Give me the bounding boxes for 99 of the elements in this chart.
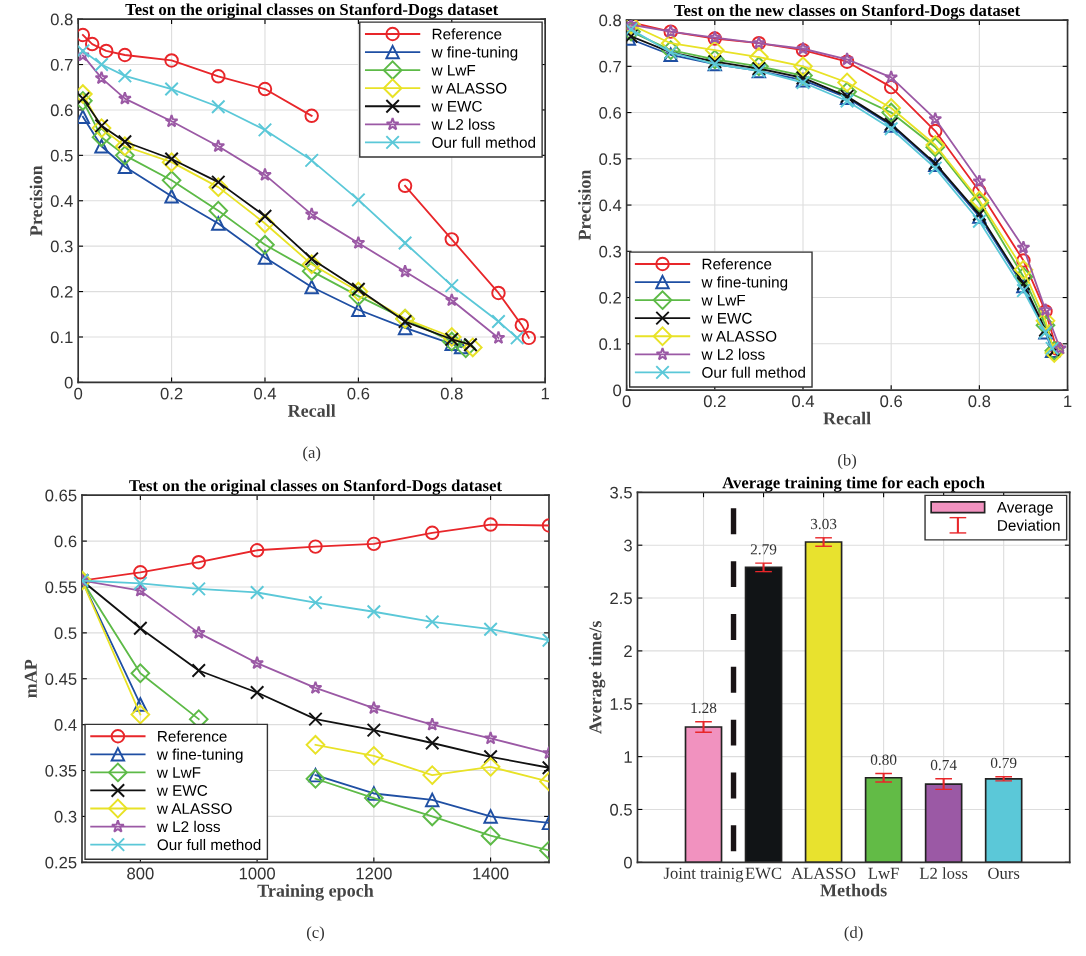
y-tick-label: 0.3 [599, 245, 622, 258]
data-label: 0.80 [870, 754, 897, 765]
legend-label: w fine-tuning [156, 748, 243, 763]
x-tick-label: 800 [127, 867, 154, 880]
y-tick-label: 3.5 [610, 486, 632, 499]
y-tick-label: 1.5 [610, 698, 632, 710]
y-tick-label: 0.5 [599, 153, 622, 166]
legend-label: Average [996, 502, 1053, 516]
y-tick-label: 0.6 [54, 535, 77, 548]
y-tick-label: 0.35 [45, 764, 77, 777]
y-tick-label: 0.5 [610, 803, 632, 816]
x-tick-label: EWC [745, 867, 782, 879]
y-axis-title: Precision [578, 169, 591, 241]
data-label: 0.79 [990, 757, 1017, 769]
chart-title: Test on the new classes on Stanford-Dogs dataset [674, 4, 1021, 20]
legend-label: w EWC [431, 100, 482, 112]
legend-label: w fine-tuning [431, 46, 518, 61]
legend-label: w L2 loss [431, 118, 495, 130]
y-tick-label: 0.6 [599, 106, 622, 119]
y-tick-label: 0.8 [599, 14, 622, 27]
legend-label: Our full method [157, 838, 261, 851]
legend-label: w L2 loss [701, 348, 765, 360]
chart-title: Average training time for each epoch [722, 476, 985, 492]
y-tick-label: 0.65 [45, 489, 77, 502]
y-axis-title: Precision [29, 165, 43, 236]
text: (b) [838, 453, 857, 470]
legend-label: w fine-tuning [701, 276, 788, 291]
y-tick-label: 0.4 [599, 199, 622, 212]
legend-label: w LwF [156, 767, 201, 778]
legend-label: w ALASSO [156, 803, 232, 814]
y-tick-label: 0.3 [54, 810, 77, 823]
legend-label: w LwF [701, 294, 746, 306]
chart-title: Test on the original classes on Stanford-Dogs dataset [129, 479, 502, 495]
text: (d) [844, 926, 863, 942]
y-tick-label: 0.3 [50, 240, 73, 253]
legend-label: Our full method [702, 366, 805, 378]
text: (a) [303, 446, 321, 462]
x-tick-label: 0.8 [440, 387, 463, 400]
legend-label: w LwF [431, 64, 476, 76]
legend-label: Reference [432, 28, 502, 40]
x-tick-label: ALASSO [791, 867, 856, 879]
x-axis-title: Methods [820, 883, 887, 897]
text: (c) [306, 926, 324, 942]
y-tick-label: 0.4 [54, 719, 77, 731]
x-tick-label: 0.8 [968, 395, 991, 408]
y-tick-label: 0.5 [50, 149, 73, 162]
legend-label: Our full method [432, 136, 536, 148]
legend-label: w EWC [156, 785, 208, 796]
data-label: 3.03 [810, 518, 837, 530]
y-tick-label: 1 [624, 751, 632, 763]
y-axis-title: Average time/s [588, 621, 606, 734]
y-tick-label: 2 [624, 645, 632, 657]
x-tick-label: L2 loss [919, 867, 968, 879]
y-axis-title: mAP [24, 659, 37, 698]
legend-label: Reference [158, 730, 227, 742]
legend-label: w EWC [701, 312, 752, 324]
x-tick-label: Ours [988, 867, 1020, 879]
y-tick-label: 0.1 [50, 331, 73, 344]
legend-label: w ALASSO [701, 330, 777, 342]
y-tick-label: 0.8 [50, 13, 73, 26]
x-tick-label: 0.6 [347, 387, 370, 400]
x-tick-label: 1400 [473, 867, 509, 880]
x-tick-label: 1200 [356, 867, 392, 880]
x-tick-label: 0.4 [254, 387, 277, 400]
annotation: Deviation [998, 519, 1060, 531]
x-axis-title: Recall [287, 404, 336, 417]
x-tick-label: 0.2 [160, 387, 183, 400]
chart-title: Test on the original classes on Stanford-Dogs dataset [125, 3, 499, 19]
y-tick-label: 0 [624, 856, 632, 869]
y-tick-label: 0.55 [45, 581, 77, 594]
y-tick-label: 0.4 [50, 195, 73, 207]
y-tick-label: 2.5 [610, 592, 632, 605]
y-tick-label: 0.7 [599, 60, 621, 73]
legend-label: w L2 loss [156, 820, 220, 833]
y-tick-label: 3 [623, 539, 632, 552]
y-tick-label: 0 [64, 376, 73, 389]
y-tick-label: 0.2 [599, 291, 621, 304]
x-axis-title: Recall [823, 411, 871, 425]
data-label: 0.74 [930, 759, 957, 771]
y-tick-label: 0.5 [54, 627, 77, 640]
y-tick-label: 0.6 [50, 104, 73, 117]
y-tick-label: 0.7 [50, 58, 73, 71]
data-label: 2.79 [750, 544, 777, 555]
data-label: 1.28 [691, 702, 717, 714]
x-tick-label: 0.6 [880, 395, 903, 408]
x-tick-label: 0.2 [703, 395, 726, 408]
x-tick-label: LwF [868, 867, 899, 879]
y-tick-label: 0.2 [50, 285, 73, 298]
x-tick-label: Joint trainig [663, 867, 744, 883]
x-tick-label: 1 [1064, 395, 1072, 407]
y-tick-label: 0.25 [45, 856, 77, 869]
y-tick-label: 0.45 [45, 673, 77, 685]
legend-label: Reference [702, 258, 772, 270]
x-tick-label: 0.4 [792, 395, 815, 408]
legend-label: w ALASSO [431, 82, 507, 94]
x-tick-label: 1 [541, 387, 549, 400]
y-tick-label: 0.1 [599, 338, 621, 350]
x-axis-title: Training epoch [257, 884, 374, 901]
x-tick-label: 1000 [239, 867, 275, 880]
